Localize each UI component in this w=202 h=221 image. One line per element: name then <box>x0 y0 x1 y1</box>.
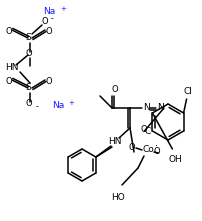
Text: S: S <box>25 84 31 93</box>
Text: N: N <box>143 103 149 112</box>
Text: O: O <box>141 126 147 135</box>
Text: O: O <box>46 78 53 86</box>
Text: +: + <box>60 6 66 12</box>
Text: +: + <box>68 100 74 106</box>
Text: -: - <box>51 15 54 23</box>
Text: O: O <box>46 27 53 36</box>
Text: O: O <box>42 17 49 27</box>
Text: O: O <box>5 27 12 36</box>
Text: OH: OH <box>168 154 182 164</box>
Text: -: - <box>36 103 39 112</box>
Text: C: C <box>144 126 150 135</box>
Text: HN: HN <box>108 137 122 147</box>
Text: Cl: Cl <box>183 86 192 95</box>
Text: N: N <box>157 103 163 112</box>
Text: O: O <box>5 78 12 86</box>
Text: Co: Co <box>142 145 154 154</box>
Text: O: O <box>25 99 32 109</box>
Text: O: O <box>25 50 32 59</box>
Text: S: S <box>25 34 31 42</box>
Text: O: O <box>112 86 118 95</box>
Text: HN: HN <box>5 63 19 72</box>
Text: Na: Na <box>43 6 55 15</box>
Text: ·: · <box>156 141 159 151</box>
Text: Na: Na <box>52 101 64 110</box>
Text: HO: HO <box>111 192 125 202</box>
Text: O: O <box>153 147 160 156</box>
Text: O: O <box>129 143 135 152</box>
